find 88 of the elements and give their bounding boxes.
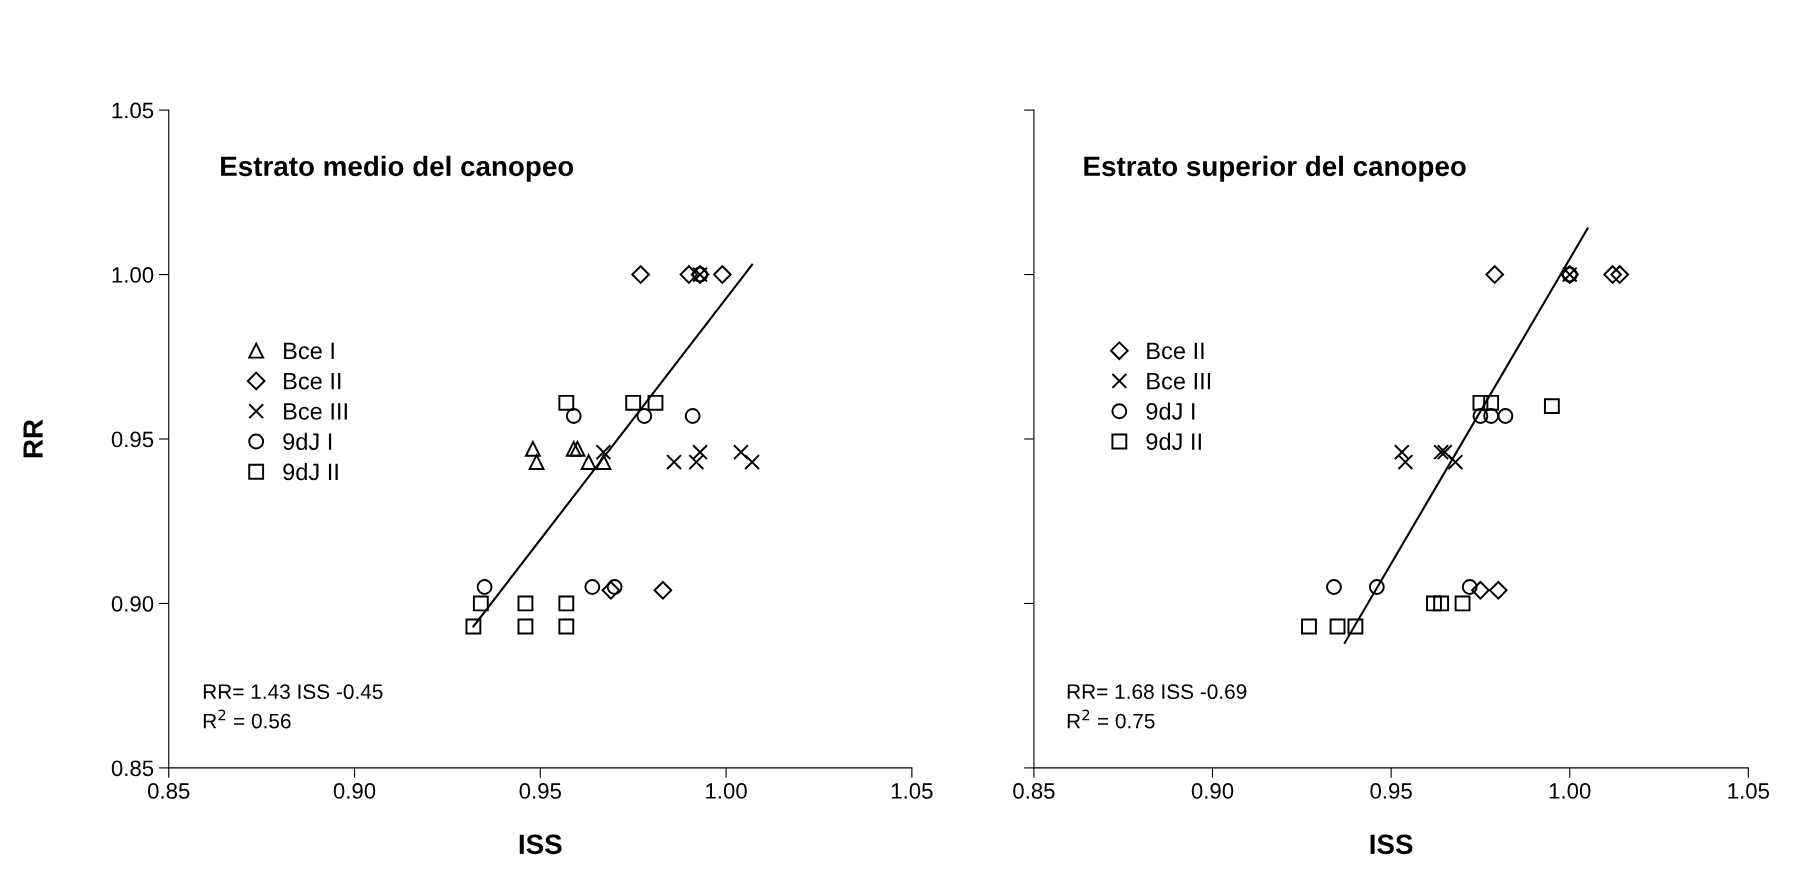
annotation: RR= 1.68 ISS -0.69 (1067, 684, 1247, 700)
point (1488, 580, 1508, 600)
legend-label: Bce I (284, 342, 334, 360)
point (625, 394, 642, 411)
point (684, 408, 701, 424)
y-tick-label: 1.00 (112, 267, 154, 283)
point (1472, 394, 1489, 411)
y-tick-label: 1.05 (112, 102, 154, 119)
point (653, 580, 673, 600)
y-tick-label: 0.90 (111, 595, 154, 612)
point (517, 618, 534, 635)
point (524, 440, 541, 457)
point (1461, 579, 1478, 595)
legend-label: 9dJ II (1146, 432, 1201, 450)
y-tick-label: 0.95 (111, 431, 154, 448)
point (1471, 580, 1490, 600)
point (565, 440, 582, 457)
annotation: R$^{2}$ = 0.75 (1067, 709, 1155, 729)
legend-label: Bce II (284, 372, 341, 390)
point (1368, 579, 1385, 595)
point (666, 454, 682, 470)
point (476, 579, 493, 595)
point (584, 579, 601, 595)
point (1610, 265, 1630, 284)
point (528, 454, 545, 470)
point (647, 394, 664, 411)
x-axis-title: ISS (1370, 834, 1413, 855)
point (1347, 618, 1364, 635)
point (1326, 579, 1342, 595)
x-axis-title: ISS (519, 834, 562, 855)
point (580, 454, 597, 470)
text: Estrato superior del canopeo (1084, 155, 1466, 182)
point (1485, 265, 1505, 284)
point (558, 618, 575, 635)
legend-label: Bce III (1147, 372, 1211, 390)
legend-label: 9dJ I (1146, 402, 1195, 420)
text: Estrato medio del canopeo (221, 155, 574, 182)
legend-label: Bce II (1147, 342, 1204, 360)
point (569, 440, 586, 457)
x-tick-label: 1.00 (1549, 783, 1591, 799)
point (517, 595, 534, 612)
annotation: RR= 1.43 ISS -0.45 (203, 684, 383, 700)
point (688, 454, 705, 470)
point (733, 444, 749, 461)
point (1433, 595, 1450, 612)
point (558, 394, 575, 411)
point (1454, 595, 1471, 612)
point (1393, 444, 1410, 461)
point (679, 265, 699, 284)
point (692, 444, 708, 461)
x-tick-label: 0.85 (147, 783, 190, 799)
point (1426, 595, 1442, 612)
point (1397, 454, 1414, 470)
annotation: R$^{2}$ = 0.56 (203, 709, 291, 729)
point (744, 454, 760, 470)
point (1472, 408, 1489, 424)
point (636, 408, 653, 424)
y-tick-label: 0.85 (111, 760, 154, 777)
x-tick-label: 1.05 (1728, 783, 1770, 799)
point (465, 618, 482, 635)
x-tick-label: 0.95 (519, 783, 561, 799)
point (1543, 398, 1560, 415)
legend-label: Bce III (284, 403, 347, 420)
point (472, 595, 489, 612)
point (1329, 618, 1346, 635)
point (1301, 618, 1317, 635)
x-tick-label: 1.00 (706, 783, 747, 799)
point (606, 579, 623, 595)
legend-label: 9dJ I (283, 432, 332, 450)
point (565, 408, 582, 424)
point (558, 595, 575, 612)
x-tick-label: 0.95 (1370, 783, 1412, 799)
x-tick-label: 0.90 (333, 783, 376, 799)
point (1483, 408, 1500, 424)
x-tick-label: 0.85 (1013, 783, 1055, 799)
x-tick-label: 1.05 (891, 783, 933, 799)
x-tick-label: 0.90 (1191, 783, 1234, 799)
legend-label: 9dJ II (283, 462, 338, 481)
point (631, 265, 650, 284)
point (1603, 265, 1622, 284)
point (713, 265, 732, 284)
point (601, 580, 621, 600)
y-axis-title: RR (23, 419, 43, 458)
point (1497, 408, 1514, 424)
point (595, 454, 612, 470)
point (595, 444, 612, 461)
point (1483, 394, 1500, 411)
point (1447, 454, 1464, 470)
